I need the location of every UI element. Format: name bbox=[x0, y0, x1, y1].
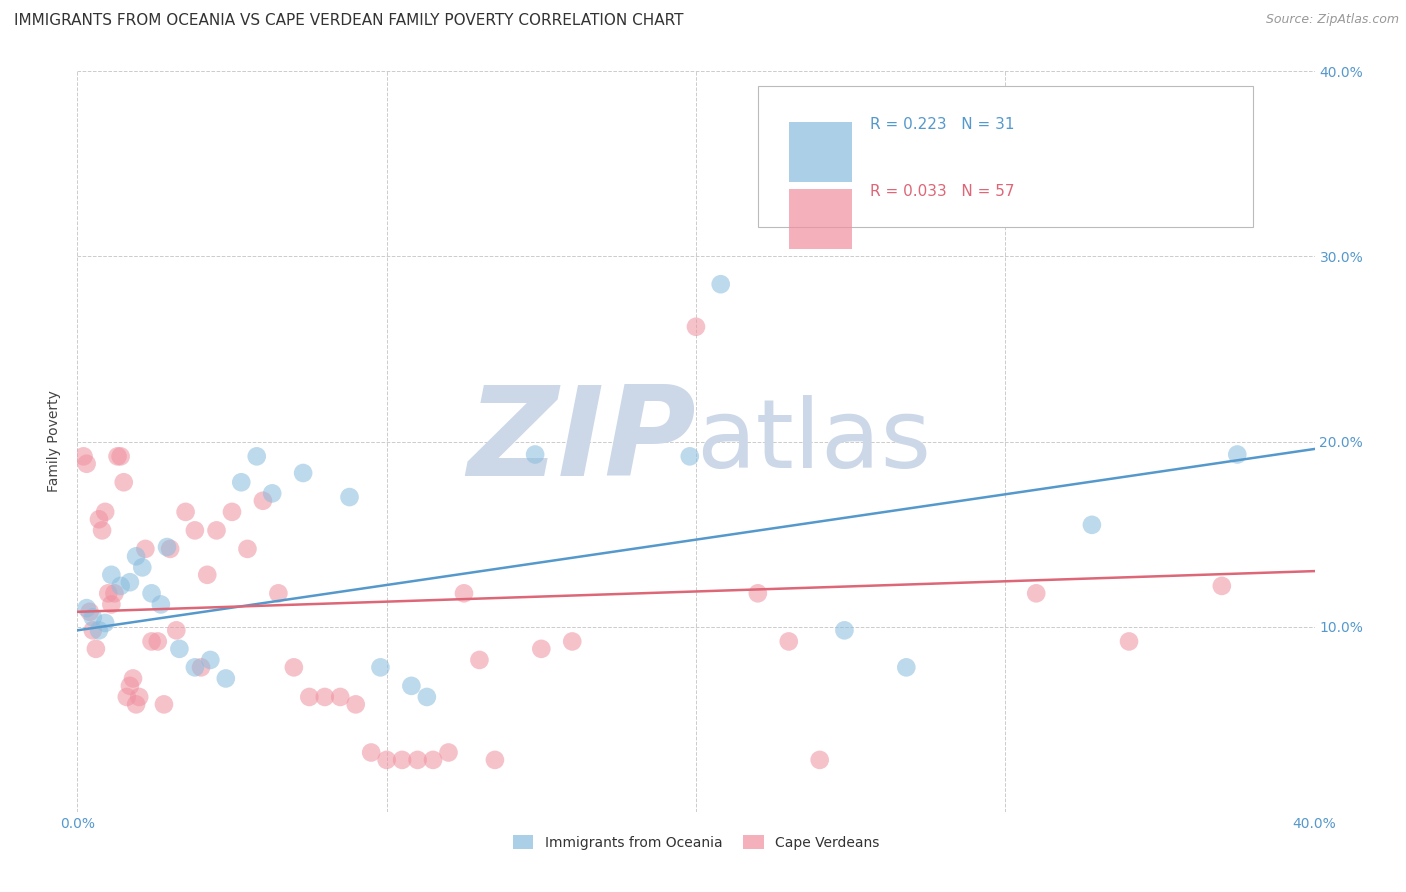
Point bbox=[246, 450, 269, 464]
Point bbox=[184, 660, 207, 674]
Point bbox=[97, 586, 120, 600]
Text: ZIP: ZIP bbox=[467, 381, 696, 502]
Point bbox=[370, 660, 392, 674]
Point bbox=[530, 641, 553, 656]
Text: Source: ZipAtlas.com: Source: ZipAtlas.com bbox=[1265, 13, 1399, 27]
Point bbox=[118, 575, 141, 590]
Point bbox=[110, 450, 132, 464]
Point bbox=[76, 601, 98, 615]
Point bbox=[1211, 579, 1233, 593]
Point bbox=[375, 753, 398, 767]
Point bbox=[76, 457, 98, 471]
Point bbox=[141, 634, 163, 648]
Point bbox=[416, 690, 439, 704]
Point bbox=[252, 493, 274, 508]
Point bbox=[103, 586, 125, 600]
Point bbox=[453, 586, 475, 600]
Point bbox=[91, 524, 114, 538]
Point bbox=[484, 753, 506, 767]
Point bbox=[437, 746, 460, 760]
Text: R = 0.033   N = 57: R = 0.033 N = 57 bbox=[870, 184, 1015, 199]
Point bbox=[231, 475, 253, 490]
Point bbox=[115, 690, 138, 704]
Point bbox=[344, 698, 367, 712]
Text: atlas: atlas bbox=[696, 395, 931, 488]
Point bbox=[1226, 448, 1249, 462]
Point bbox=[72, 450, 94, 464]
Point bbox=[195, 567, 218, 582]
Point bbox=[131, 560, 153, 574]
Point bbox=[468, 653, 491, 667]
Point bbox=[159, 541, 181, 556]
Point bbox=[262, 486, 284, 500]
Y-axis label: Family Poverty: Family Poverty bbox=[48, 391, 62, 492]
Point bbox=[169, 641, 191, 656]
Point bbox=[834, 624, 856, 638]
FancyBboxPatch shape bbox=[758, 87, 1253, 227]
Point bbox=[153, 698, 176, 712]
Point bbox=[146, 634, 169, 648]
Point bbox=[747, 586, 769, 600]
Point bbox=[401, 679, 423, 693]
Point bbox=[896, 660, 918, 674]
Legend: Immigrants from Oceania, Cape Verdeans: Immigrants from Oceania, Cape Verdeans bbox=[506, 828, 886, 856]
Point bbox=[329, 690, 352, 704]
Point bbox=[1025, 586, 1047, 600]
Point bbox=[79, 605, 101, 619]
Point bbox=[710, 277, 733, 292]
FancyBboxPatch shape bbox=[789, 122, 852, 183]
Point bbox=[215, 672, 238, 686]
Point bbox=[190, 660, 212, 674]
Point bbox=[82, 624, 104, 638]
Point bbox=[118, 679, 141, 693]
Point bbox=[100, 598, 122, 612]
Point bbox=[422, 753, 444, 767]
Point bbox=[125, 698, 148, 712]
Point bbox=[134, 541, 156, 556]
Point bbox=[283, 660, 305, 674]
Point bbox=[128, 690, 150, 704]
Point bbox=[125, 549, 148, 564]
Point bbox=[778, 634, 800, 648]
Point bbox=[267, 586, 290, 600]
Point bbox=[406, 753, 429, 767]
Point bbox=[156, 540, 179, 554]
Point bbox=[808, 753, 831, 767]
Point bbox=[200, 653, 222, 667]
Point bbox=[561, 634, 583, 648]
Point bbox=[87, 624, 110, 638]
Point bbox=[141, 586, 163, 600]
Point bbox=[94, 615, 117, 630]
Point bbox=[360, 746, 382, 760]
Point bbox=[298, 690, 321, 704]
Text: IMMIGRANTS FROM OCEANIA VS CAPE VERDEAN FAMILY POVERTY CORRELATION CHART: IMMIGRANTS FROM OCEANIA VS CAPE VERDEAN … bbox=[14, 13, 683, 29]
Point bbox=[314, 690, 336, 704]
Point bbox=[100, 567, 122, 582]
Point bbox=[391, 753, 413, 767]
Point bbox=[339, 490, 361, 504]
Point bbox=[84, 641, 107, 656]
Point bbox=[679, 450, 702, 464]
Point bbox=[1081, 517, 1104, 532]
Point bbox=[205, 524, 228, 538]
Point bbox=[524, 448, 547, 462]
Point bbox=[87, 512, 110, 526]
Point bbox=[149, 598, 172, 612]
Point bbox=[221, 505, 243, 519]
Point bbox=[107, 450, 129, 464]
Point bbox=[184, 524, 207, 538]
Point bbox=[292, 466, 315, 480]
Point bbox=[685, 319, 707, 334]
Point bbox=[174, 505, 197, 519]
Point bbox=[94, 505, 117, 519]
FancyBboxPatch shape bbox=[789, 189, 852, 249]
Point bbox=[236, 541, 259, 556]
Point bbox=[110, 579, 132, 593]
Text: R = 0.223   N = 31: R = 0.223 N = 31 bbox=[870, 117, 1015, 132]
Point bbox=[165, 624, 187, 638]
Point bbox=[122, 672, 145, 686]
Point bbox=[82, 610, 104, 624]
Point bbox=[1118, 634, 1140, 648]
Point bbox=[112, 475, 135, 490]
